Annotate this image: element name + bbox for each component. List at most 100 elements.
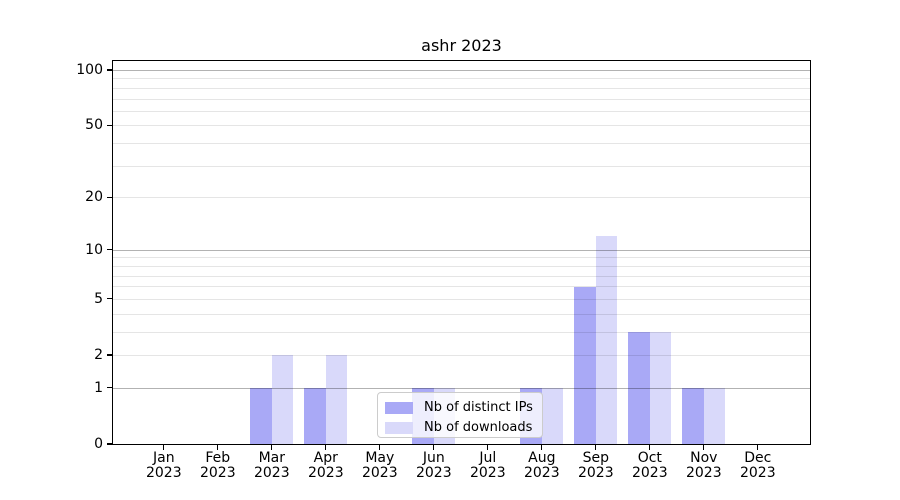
x-tick-month: Aug (528, 450, 556, 466)
y-tick-label-5: 5 (94, 290, 103, 307)
y-tick-label-10: 10 (85, 241, 103, 258)
bar-distinct-ips-nov (682, 388, 704, 444)
legend-swatch-distinct-ips (385, 401, 413, 414)
x-tick-month: Feb (205, 450, 231, 466)
bar-downloads-apr (325, 355, 348, 444)
x-tick-sep (595, 445, 597, 450)
y-tick-5 (107, 298, 112, 300)
x-tick-label-apr: Apr 2023 (291, 451, 361, 481)
x-tick-jul (487, 445, 489, 450)
legend-label-distinct-ips: Nb of distinct IPs (424, 399, 533, 415)
x-tick-year: 2023 (145, 465, 182, 481)
y-tick-0 (107, 443, 112, 445)
x-tick-apr (325, 445, 327, 450)
x-tick-year: 2023 (631, 465, 668, 481)
x-tick-jun (433, 445, 435, 450)
x-tick-jan (163, 445, 165, 450)
x-tick-year: 2023 (469, 465, 506, 481)
x-tick-year: 2023 (307, 465, 344, 481)
gridline-2 (113, 355, 810, 356)
y-tick-label-100: 100 (76, 62, 103, 78)
y-tick-label-1: 1 (94, 379, 103, 396)
bar-downloads-mar (271, 355, 294, 444)
x-tick-month: Sep (582, 450, 609, 466)
x-tick-label-mar: Mar 2023 (237, 451, 307, 481)
x-tick-feb (217, 445, 219, 450)
x-tick-month: Jul (479, 450, 497, 466)
x-tick-label-oct: Oct 2023 (615, 451, 685, 481)
x-tick-nov (703, 445, 705, 450)
gridline-8 (113, 265, 810, 267)
gridline-60 (113, 110, 810, 112)
gridline-3 (113, 331, 810, 333)
gridline-50 (113, 125, 810, 127)
legend-item-distinct-ips: Nb of distinct IPs (385, 399, 535, 416)
gridline-6 (113, 286, 810, 288)
x-tick-label-nov: Nov 2023 (669, 451, 739, 481)
x-tick-aug (541, 445, 543, 450)
x-tick-year: 2023 (739, 465, 776, 481)
y-tick-label-50: 50 (85, 117, 103, 134)
y-tick-50 (107, 124, 112, 127)
gridline-10 (113, 249, 810, 251)
gridline-30 (113, 165, 810, 167)
bar-distinct-ips-oct (628, 332, 650, 444)
gridline-100 (113, 70, 810, 71)
x-tick-year: 2023 (523, 465, 560, 481)
x-tick-label-dec: Dec 2023 (723, 451, 793, 481)
x-tick-month: Jun (422, 450, 445, 466)
bar-downloads-aug (541, 388, 564, 444)
bar-distinct-ips-mar (250, 388, 272, 444)
bar-downloads-sep (595, 236, 618, 444)
gridline-40 (113, 143, 810, 145)
x-tick-label-jan: Jan 2023 (129, 451, 199, 481)
x-tick-label-may: May 2023 (345, 451, 415, 481)
gridline-4 (113, 313, 810, 315)
y-tick-2 (107, 354, 112, 356)
gridline-20 (113, 197, 810, 199)
x-tick-year: 2023 (199, 465, 236, 481)
x-tick-year: 2023 (415, 465, 452, 481)
y-tick-1 (107, 387, 112, 389)
x-tick-month: Jan (153, 450, 175, 466)
y-tick-10 (107, 249, 112, 251)
legend-item-downloads: Nb of downloads (385, 419, 535, 436)
y-tick-label-20: 20 (85, 189, 103, 206)
legend-label-downloads: Nb of downloads (424, 419, 533, 435)
x-tick-year: 2023 (685, 465, 722, 481)
x-tick-label-jul: Jul 2023 (453, 451, 523, 481)
x-tick-dec (757, 445, 759, 450)
x-tick-label-feb: Feb 2023 (183, 451, 253, 481)
bar-distinct-ips-apr (304, 388, 326, 444)
x-tick-may (379, 445, 381, 450)
gridline-70 (113, 98, 810, 100)
x-tick-month: Nov (690, 450, 718, 466)
chart-title: ashr 2023 (421, 36, 502, 55)
x-tick-label-aug: Aug 2023 (507, 451, 577, 481)
gridline-80 (113, 87, 810, 89)
legend-swatch-downloads (385, 421, 413, 434)
bar-distinct-ips-sep (574, 286, 596, 444)
x-tick-mar (271, 445, 273, 450)
x-tick-month: May (365, 450, 395, 466)
y-tick-label-0: 0 (94, 436, 103, 452)
bar-downloads-oct (649, 332, 672, 444)
plot-area (113, 61, 810, 444)
x-tick-year: 2023 (577, 465, 614, 481)
gridline-9 (113, 257, 810, 259)
gridline-5 (113, 298, 810, 300)
x-tick-label-sep: Sep 2023 (561, 451, 631, 481)
bar-downloads-nov (703, 388, 726, 444)
legend: Nb of distinct IPs Nb of downloads (377, 392, 543, 438)
plot-border (112, 60, 811, 445)
y-tick-label-2: 2 (94, 347, 103, 363)
x-tick-oct (649, 445, 651, 450)
x-tick-year: 2023 (361, 465, 398, 481)
y-tick-100 (107, 69, 112, 71)
x-tick-month: Oct (637, 450, 662, 466)
x-tick-month: Dec (744, 450, 772, 466)
x-tick-label-jun: Jun 2023 (399, 451, 469, 481)
y-tick-20 (107, 196, 112, 198)
gridline-90 (113, 78, 810, 80)
